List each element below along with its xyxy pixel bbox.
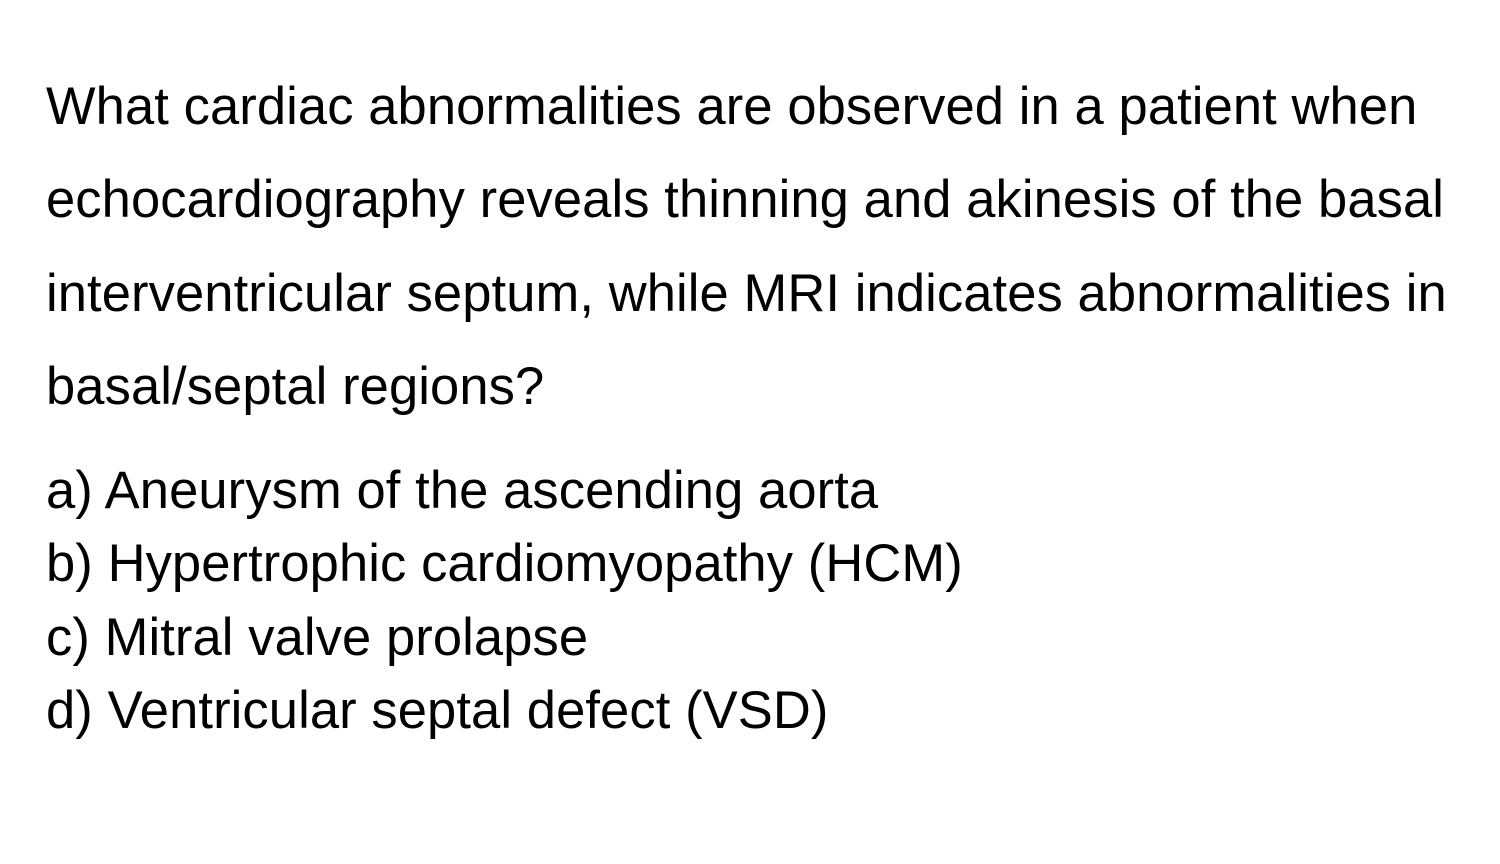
answer-option-d: d) Ventricular septal defect (VSD) [46, 674, 1454, 748]
question-text: What cardiac abnormalities are observed … [46, 60, 1454, 434]
answer-option-b: b) Hypertrophic cardiomyopathy (HCM) [46, 527, 1454, 601]
answer-option-a: a) Aneurysm of the ascending aorta [46, 454, 1454, 528]
answer-option-c: c) Mitral valve prolapse [46, 601, 1454, 675]
